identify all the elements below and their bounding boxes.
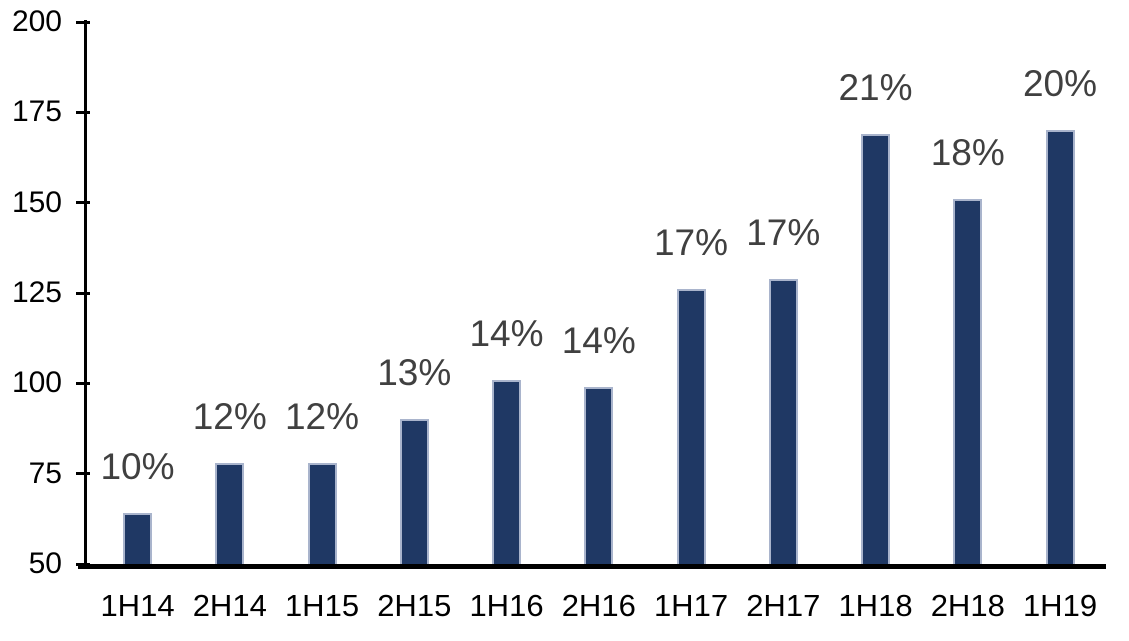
- y-tick-mark: [76, 291, 90, 295]
- y-tick-label: 175: [11, 95, 62, 129]
- y-tick-label: 100: [11, 366, 62, 400]
- bar-1h16: [492, 379, 521, 566]
- y-axis-line: [84, 20, 87, 569]
- bar-2h15: [399, 419, 429, 566]
- y-tick-mark: [76, 20, 90, 24]
- bar-value-label: 14%: [469, 312, 544, 354]
- bar-1h14: [123, 513, 152, 566]
- bar-1h15: [307, 462, 337, 566]
- y-tick-label: 150: [11, 185, 62, 219]
- bar-1h18: [861, 134, 890, 566]
- bar-2h14: [215, 462, 245, 566]
- x-tick-label: 1H17: [653, 588, 729, 623]
- bar-value-label: 12%: [284, 395, 360, 437]
- y-tick-mark: [76, 110, 90, 114]
- bar-value-label: 17%: [746, 211, 821, 253]
- y-tick-mark: [76, 201, 90, 205]
- bar-1h17: [676, 289, 706, 566]
- x-tick-label: 2H18: [930, 588, 1005, 623]
- bar-2h17: [768, 278, 798, 566]
- x-tick-label: 1H14: [100, 588, 175, 623]
- x-tick-label: 2H17: [746, 588, 821, 623]
- y-tick-label: 125: [11, 276, 62, 309]
- bar-value-label: 10%: [100, 446, 175, 488]
- x-tick-label: 1H16: [469, 588, 544, 623]
- bar-1h19: [1045, 130, 1075, 566]
- x-tick-label: 1H15: [284, 588, 360, 623]
- y-tick-label: 50: [28, 547, 62, 580]
- x-tick-label: 2H14: [192, 588, 267, 623]
- bar-2h18: [953, 199, 983, 566]
- y-tick-mark: [76, 472, 90, 476]
- x-tick-label: 2H16: [561, 588, 636, 623]
- bar-value-label: 20%: [1022, 63, 1098, 105]
- bar-value-label: 12%: [192, 395, 267, 437]
- y-tick-label: 200: [11, 5, 62, 38]
- bar-value-label: 21%: [838, 67, 913, 108]
- bar-value-label: 13%: [377, 352, 452, 394]
- x-tick-label: 2H15: [377, 588, 452, 623]
- x-tick-label: 1H18: [838, 588, 913, 623]
- bar-value-label: 18%: [930, 132, 1005, 174]
- x-axis-line: [78, 564, 1106, 569]
- y-tick-mark: [76, 381, 90, 385]
- bar-value-label: 17%: [653, 222, 729, 264]
- bar-2h16: [584, 386, 614, 566]
- y-tick-label: 75: [28, 456, 62, 490]
- bar-value-label: 14%: [561, 319, 636, 361]
- x-tick-label: 1H19: [1022, 588, 1098, 623]
